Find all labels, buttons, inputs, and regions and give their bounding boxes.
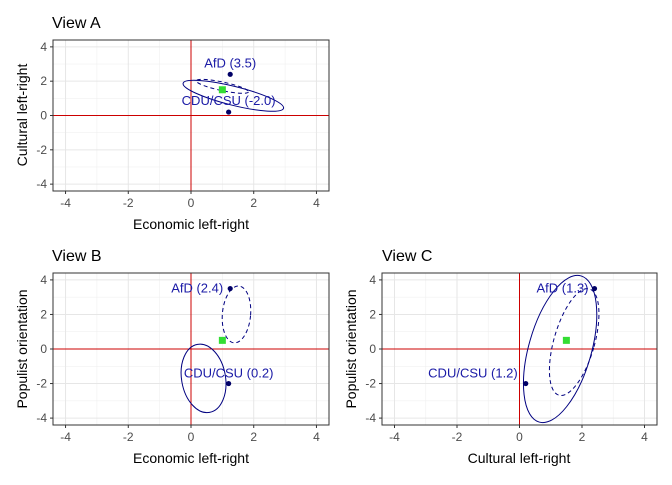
x-axis-title: Economic left-right — [133, 450, 249, 466]
y-tick-label: 2 — [369, 307, 376, 321]
y-tick-label: -4 — [365, 411, 376, 425]
party-point — [523, 380, 529, 387]
y-tick-label: 0 — [40, 109, 47, 123]
y-tick-label: -2 — [365, 377, 376, 391]
x-tick-label: -2 — [123, 196, 134, 210]
party-label: CDU/CSU (0.2) — [184, 366, 274, 381]
party-label: CDU/CSU (-2.0) — [182, 93, 276, 108]
x-axis-title: Cultural left-right — [468, 450, 571, 466]
y-axis-title: Populist orientation — [343, 289, 359, 408]
party-point — [226, 380, 232, 387]
party-point — [591, 285, 598, 292]
x-tick-label: -2 — [452, 430, 463, 444]
x-tick-label: 2 — [250, 196, 257, 210]
y-tick-label: 4 — [40, 40, 47, 54]
panel-view-c: View C AfD (1.3) CDU/CSU (1.2) -4 -2 0 2 4 -4 -2 0… — [343, 248, 658, 466]
panel-title: View A — [52, 15, 101, 32]
x-tick-label: 2 — [579, 430, 586, 444]
y-tick-label: -2 — [36, 143, 47, 157]
party-label: AfD (1.3) — [536, 281, 588, 296]
x-tick-label: 0 — [516, 430, 523, 444]
party-label: AfD (2.4) — [171, 281, 223, 296]
ellipse-layer — [523, 274, 600, 424]
x-tick-label: 4 — [313, 430, 320, 444]
y-tick-label: -4 — [36, 177, 47, 191]
center-marker — [218, 86, 226, 94]
confidence-ellipse-dashed — [548, 288, 600, 397]
x-tick-label: 4 — [313, 196, 320, 210]
x-axis-title: Economic left-right — [133, 216, 249, 232]
ellipse-layer — [180, 285, 252, 414]
panel-title: View C — [382, 248, 432, 265]
x-tick-label: 4 — [641, 430, 648, 444]
ellipse-layer — [182, 78, 285, 112]
x-tick-label: 0 — [188, 196, 195, 210]
center-marker — [562, 336, 570, 344]
x-tick-label: -4 — [60, 196, 71, 210]
y-tick-label: 0 — [40, 342, 47, 356]
confidence-ellipse-solid — [182, 79, 285, 112]
y-tick-label: -4 — [36, 411, 47, 425]
confidence-ellipse-dashed — [221, 285, 252, 344]
y-axis-title: Populist orientation — [14, 289, 30, 408]
panel-view-b: View B AfD (2.4) CDU/CSU (0.2) -4 -2 0 2 4 -4 -2 0… — [14, 248, 330, 466]
y-tick-label: 4 — [369, 273, 376, 287]
y-tick-label: 0 — [369, 342, 376, 356]
panel-view-a: View A AfD (3.5) CDU/CSU (-2.0) -4 -2 0 2 4 -4 -2… — [14, 15, 330, 232]
y-tick-label: 4 — [40, 273, 47, 287]
y-tick-label: 2 — [40, 74, 47, 88]
x-tick-label: -4 — [60, 430, 71, 444]
y-axis-title: Cultural left-right — [14, 64, 30, 167]
confidence-ellipse-solid — [180, 343, 227, 414]
party-point — [226, 109, 232, 115]
y-tick-label: -2 — [36, 377, 47, 391]
party-label: CDU/CSU (1.2) — [428, 366, 518, 381]
party-label: AfD (3.5) — [204, 55, 256, 70]
y-tick-label: 2 — [40, 307, 47, 321]
x-tick-label: -2 — [123, 430, 134, 444]
x-tick-label: 2 — [250, 430, 257, 444]
center-marker — [218, 336, 226, 344]
panel-title: View B — [52, 248, 102, 265]
confidence-ellipse-dashed — [195, 78, 249, 94]
party-point — [227, 71, 233, 77]
party-point — [227, 285, 233, 292]
x-tick-label: 0 — [188, 430, 195, 444]
x-tick-label: -4 — [389, 430, 400, 444]
